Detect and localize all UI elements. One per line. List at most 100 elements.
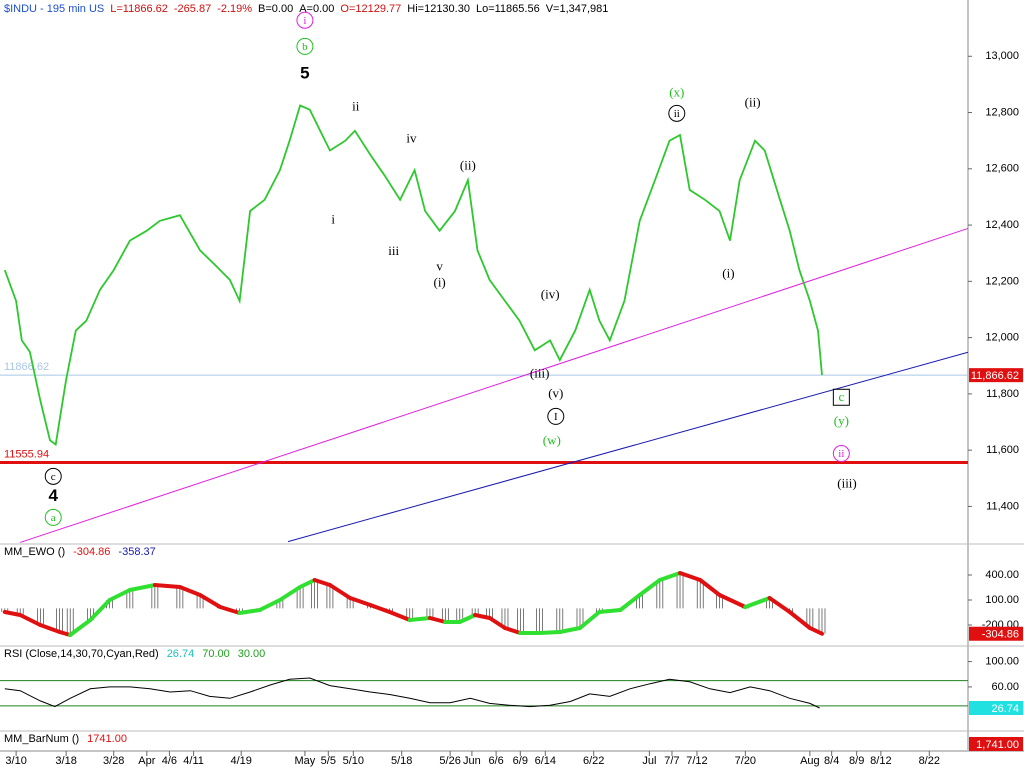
- wave-label: v: [436, 258, 443, 273]
- wave-label: (ii): [460, 157, 476, 172]
- wave-text: v: [436, 258, 443, 273]
- wave-label: (ii): [745, 94, 761, 109]
- x-tick-label: 7/20: [735, 755, 756, 767]
- trend-line: [287, 351, 969, 543]
- wave-text: (i): [722, 265, 734, 280]
- wave-text: i: [303, 15, 306, 27]
- oscillator-segment: [502, 626, 523, 635]
- wave-circle: [668, 104, 686, 122]
- header-item: Hi=12130.30: [407, 3, 470, 15]
- wave-label: ii: [832, 445, 850, 463]
- oscillator-segment: [807, 626, 824, 636]
- oscillator-segment: [107, 588, 132, 602]
- wave-text: 4: [49, 486, 59, 505]
- header-item: O=12129.77: [340, 3, 401, 15]
- wave-text: b: [302, 41, 308, 53]
- last-value: 11,866.62: [969, 368, 1023, 383]
- wave-text: c: [51, 471, 56, 483]
- oscillator-segment: [257, 598, 282, 612]
- oscillator-segment: [277, 585, 303, 602]
- last-value-box: [969, 626, 1023, 641]
- panel-readout: 1741.00: [87, 733, 127, 745]
- oscillator-segment: [38, 623, 62, 634]
- wave-label: (iii): [530, 365, 550, 380]
- wave-text: iv: [406, 130, 417, 145]
- x-tick-label: 6/22: [583, 755, 604, 767]
- y-tick-label: 12,000: [985, 332, 1019, 344]
- wave-label: (iii): [837, 475, 857, 490]
- wave-label: c: [832, 388, 850, 406]
- header-item: V=1,347,981: [546, 3, 609, 15]
- header: $INDU - 195 min US L=11866.62 -265.87 -2.19…: [4, 3, 608, 15]
- x-tick-label: 8/12: [870, 755, 891, 767]
- oscillator-segment: [177, 585, 203, 597]
- oscillator-segment: [387, 610, 412, 622]
- x-tick-label: Aug: [800, 755, 820, 767]
- oscillator-segment: [743, 596, 772, 609]
- oscillator-segment: [127, 583, 157, 592]
- oscillator-segment: [473, 613, 492, 620]
- x-tick-label: 6/6: [488, 755, 503, 767]
- last-value-label: 26.74: [991, 703, 1019, 715]
- panel-title: MM_BarNum () 1741.00: [4, 733, 127, 745]
- x-tick-label: 8/22: [919, 755, 940, 767]
- header-item: -2.19%: [217, 3, 252, 15]
- wave-text: (i): [433, 274, 445, 289]
- oscillator-segment: [298, 578, 317, 589]
- panel-title-name: MM_EWO (): [4, 546, 65, 558]
- header-item: $INDU - 195 min US: [4, 3, 104, 15]
- wave-label: 4: [49, 486, 59, 505]
- y-tick-label: 11,600: [986, 444, 1019, 456]
- x-tick-label: Jul: [642, 755, 656, 767]
- y-tick-label: 12,200: [985, 275, 1019, 287]
- wave-label: i: [296, 11, 314, 29]
- oscillator-segment: [2, 610, 23, 617]
- wave-text: ii: [674, 108, 680, 120]
- wave-circle: [44, 467, 62, 485]
- wave-text: ii: [838, 448, 844, 460]
- oscillator-segment: [152, 583, 182, 589]
- oscillator-segment: [698, 578, 722, 597]
- oscillator-segment: [557, 626, 582, 634]
- wave-text: (ii): [460, 157, 476, 172]
- wave-label: (w): [543, 432, 561, 447]
- x-tick-label: 7/7: [664, 755, 679, 767]
- wave-text: ii: [352, 98, 360, 113]
- wave-label: i: [331, 211, 335, 226]
- trend-line: [20, 227, 969, 543]
- oscillator-segment: [68, 618, 93, 637]
- x-tick-label: 4/19: [230, 755, 251, 767]
- oscillator-segment: [407, 616, 432, 622]
- x-tick-label: 6/9: [513, 755, 528, 767]
- panel-readout: 26.74: [167, 648, 195, 660]
- wave-circle: [44, 508, 62, 526]
- panel-title: MM_EWO () -304.86 -358.37: [4, 546, 156, 558]
- y-tick-label: 400.00: [985, 569, 1019, 581]
- oscillator-segment: [767, 596, 792, 614]
- wave-text: (iii): [837, 475, 857, 490]
- wave-label: (v): [548, 385, 563, 400]
- y-tick-label: 12,800: [985, 106, 1019, 118]
- wave-label: (i): [722, 265, 734, 280]
- oscillator-segment: [18, 613, 43, 627]
- x-tick-label: 5/18: [391, 755, 412, 767]
- last-value-label: 11,866.62: [971, 370, 1019, 382]
- x-tick-label: 5/5: [321, 755, 336, 767]
- x-tick-label: 8/4: [824, 755, 839, 767]
- wave-text: (iv): [541, 286, 560, 301]
- wave-label: iii: [388, 243, 399, 258]
- y-tick-label: 13,000: [985, 50, 1019, 62]
- x-tick-label: 4/11: [183, 755, 204, 767]
- last-value: 1,741.00: [969, 737, 1023, 751]
- oscillator-segment: [237, 608, 262, 615]
- series-line: [3, 104, 823, 447]
- h-line-label: 11866.62: [4, 361, 49, 373]
- x-tick-label: 7/12: [686, 755, 707, 767]
- wave-text: c: [838, 389, 844, 404]
- x-tick-label: 5/26: [439, 755, 460, 767]
- y-tick-label: 12,600: [985, 163, 1019, 175]
- oscillator-segment: [637, 578, 662, 597]
- h-line-label: 11555.94: [4, 448, 49, 460]
- wave-text: a: [51, 512, 56, 524]
- oscillator-segment: [88, 598, 112, 622]
